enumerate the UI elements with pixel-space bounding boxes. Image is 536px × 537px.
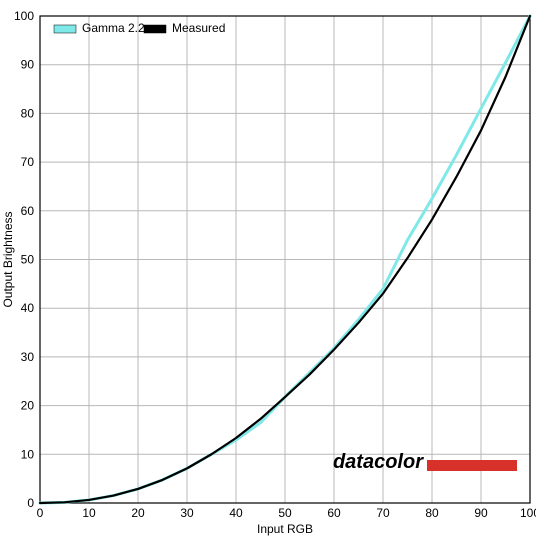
y-tick-label: 10: [21, 447, 35, 461]
brand-text: datacolor: [333, 451, 424, 473]
x-tick-label: 0: [37, 506, 44, 520]
x-tick-label: 20: [131, 506, 145, 520]
x-tick-label: 90: [474, 506, 488, 520]
y-tick-label: 70: [21, 155, 35, 169]
y-tick-label: 0: [27, 496, 34, 510]
legend-swatch: [144, 25, 166, 33]
x-tick-label: 30: [180, 506, 194, 520]
y-axis-label: Output Brightness: [1, 211, 15, 307]
x-axis-label: Input RGB: [257, 522, 313, 536]
y-tick-label: 40: [21, 301, 35, 315]
x-tick-label: 50: [278, 506, 292, 520]
x-tick-label: 80: [425, 506, 439, 520]
brand-bar: [427, 460, 517, 471]
y-tick-label: 80: [21, 106, 35, 120]
y-tick-label: 90: [21, 58, 35, 72]
gamma-chart: 0 10 20 30 40 50 60 70 80 90 100 0 10 20 30 40 50 60 70 80 9…: [0, 0, 536, 537]
x-tick-label: 60: [327, 506, 341, 520]
legend-swatch: [54, 25, 76, 33]
x-tick-label: 40: [229, 506, 243, 520]
x-tick-label: 70: [376, 506, 390, 520]
y-tick-label: 100: [14, 9, 34, 23]
y-tick-label: 60: [21, 204, 35, 218]
x-tick-label: 100: [520, 506, 536, 520]
y-tick-label: 30: [21, 350, 35, 364]
x-tick-label: 10: [82, 506, 96, 520]
chart-container: 0 10 20 30 40 50 60 70 80 90 100 0 10 20 30 40 50 60 70 80 9…: [0, 0, 536, 537]
y-tick-label: 20: [21, 399, 35, 413]
legend-label: Gamma 2.2: [82, 21, 145, 35]
legend-label: Measured: [172, 21, 225, 35]
y-tick-label: 50: [21, 253, 35, 267]
